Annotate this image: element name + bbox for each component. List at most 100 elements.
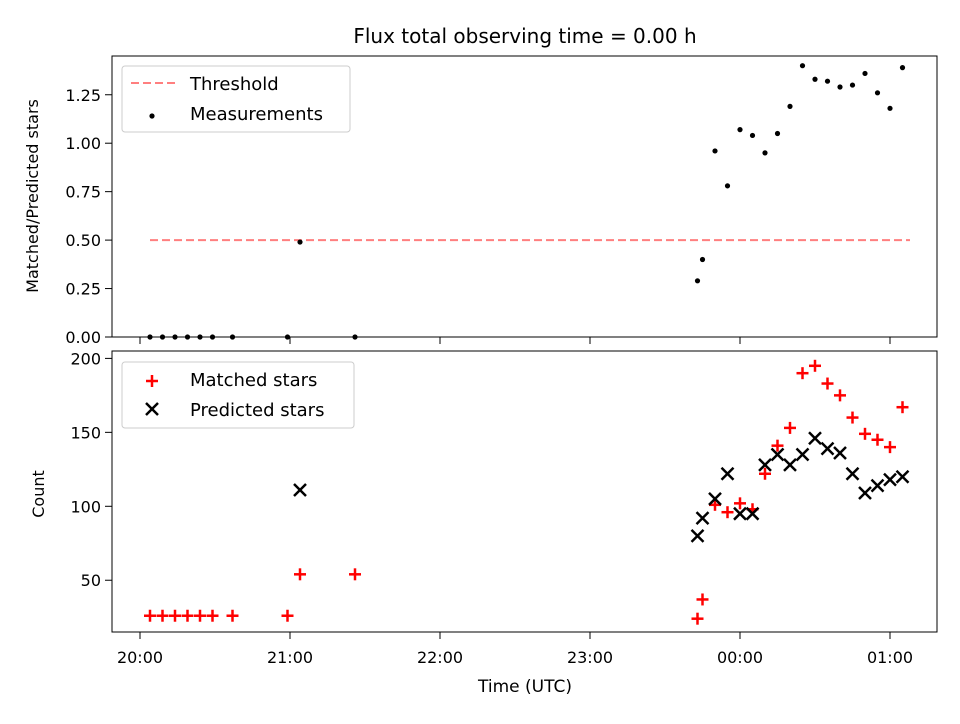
bottom-panel-y-ticks: 50 100 150 200 bbox=[70, 349, 112, 590]
legend-predicted-label: Predicted stars bbox=[190, 400, 324, 421]
measurement-point bbox=[849, 82, 856, 88]
matched-star-point bbox=[734, 497, 746, 510]
bottom-legend: Matched stars Predicted stars bbox=[121, 361, 355, 429]
matched-star-point bbox=[294, 568, 306, 581]
y-tick-label: 1.25 bbox=[65, 86, 101, 105]
y-tick-label: 0.50 bbox=[65, 231, 101, 250]
predicted-star-point bbox=[895, 469, 910, 484]
matched-star-point bbox=[846, 411, 859, 424]
predicted-star-point bbox=[820, 441, 835, 456]
y-tick-label: 200 bbox=[70, 349, 101, 368]
matched-star-point bbox=[821, 377, 834, 390]
predicted-star-point bbox=[883, 472, 897, 487]
x-tick-label: 00:00 bbox=[717, 648, 763, 667]
matched-star-point bbox=[796, 367, 809, 380]
measurement-point bbox=[724, 183, 731, 189]
top-legend-box bbox=[121, 65, 351, 133]
matched-star-point bbox=[206, 609, 219, 622]
y-tick-label: 0.75 bbox=[65, 183, 101, 202]
measurement-point bbox=[699, 256, 706, 263]
matched-star-point bbox=[834, 389, 846, 402]
x-tick-label: 21:00 bbox=[267, 648, 313, 667]
matched-star-point bbox=[859, 427, 871, 440]
chart-title: Flux total observing time = 0.00 h bbox=[353, 24, 696, 48]
predicted-star-point bbox=[293, 483, 307, 497]
matched-star-point bbox=[144, 609, 156, 622]
bottom-panel-points bbox=[144, 359, 910, 625]
matched-star-point bbox=[771, 439, 784, 452]
predicted-star-point bbox=[720, 466, 735, 481]
bottom-panel: Count 50 100 150 200 20:00 21:00 22:00 23:00 00… bbox=[29, 349, 938, 667]
measurement-point bbox=[812, 76, 818, 82]
matched-star-point bbox=[709, 498, 721, 511]
measurement-point bbox=[862, 70, 868, 77]
matched-star-point bbox=[156, 609, 169, 622]
predicted-star-point bbox=[795, 447, 810, 462]
bottom-panel-x-ticks: 20:00 21:00 22:00 23:00 00:00 01:00 bbox=[117, 632, 913, 667]
matched-star-point bbox=[871, 433, 884, 446]
matched-star-point bbox=[696, 593, 709, 606]
bottom-panel-ylabel: Count bbox=[29, 470, 48, 518]
measurement-points bbox=[147, 63, 906, 340]
legend-matched-swatch bbox=[146, 375, 158, 387]
y-tick-label: 1.00 bbox=[65, 134, 101, 153]
matched-star-point bbox=[784, 421, 796, 434]
measurement-point bbox=[694, 278, 701, 284]
measurement-point bbox=[824, 78, 831, 84]
legend-measurements-swatch bbox=[149, 113, 155, 119]
predicted-star-point bbox=[870, 478, 885, 493]
measurement-point bbox=[887, 105, 893, 111]
predicted-star-point bbox=[690, 528, 705, 543]
predicted-star-point bbox=[733, 506, 747, 521]
matched-star-point bbox=[809, 359, 821, 372]
predicted-star-point bbox=[770, 447, 785, 462]
y-tick-label: 100 bbox=[70, 497, 101, 516]
x-tick-label: 23:00 bbox=[567, 648, 613, 667]
measurement-point bbox=[799, 63, 806, 69]
bottom-panel-frame bbox=[111, 350, 938, 633]
measurement-point bbox=[874, 90, 881, 96]
predicted-star-point bbox=[708, 492, 722, 506]
measurement-point bbox=[749, 132, 756, 139]
predicted-star-point bbox=[808, 431, 822, 446]
legend-threshold-label: Threshold bbox=[189, 74, 279, 95]
predicted-star-point bbox=[833, 446, 847, 460]
predicted-star-point bbox=[695, 511, 710, 526]
top-panel-frame bbox=[111, 55, 938, 338]
top-panel-ylabel: Matched/Predicted stars bbox=[23, 99, 42, 293]
predicted-star-point bbox=[845, 466, 860, 481]
predicted-star-point bbox=[758, 457, 772, 472]
matched-star-point bbox=[169, 609, 181, 622]
matched-star-point bbox=[281, 609, 294, 622]
y-tick-label: 50 bbox=[81, 571, 101, 590]
matched-star-point bbox=[896, 401, 909, 414]
matched-star-point bbox=[226, 609, 239, 622]
y-tick-label: 150 bbox=[70, 423, 101, 442]
matched-star-point bbox=[721, 506, 734, 519]
top-panel: Matched/Predicted stars 0.00 0.25 0.50 0.75… bbox=[23, 55, 938, 347]
top-legend: Threshold Measurements bbox=[121, 65, 351, 133]
y-tick-label: 0.00 bbox=[65, 328, 101, 347]
top-panel-x-ticks bbox=[139, 337, 891, 344]
matched-star-point bbox=[349, 568, 361, 581]
matched-star-point bbox=[181, 609, 194, 622]
top-panel-y-ticks: 0.00 0.25 0.50 0.75 1.00 1.25 bbox=[65, 86, 112, 347]
measurement-point bbox=[787, 103, 793, 109]
x-tick-label: 22:00 bbox=[417, 648, 463, 667]
x-tick-label: 20:00 bbox=[117, 648, 163, 667]
legend-matched-label: Matched stars bbox=[190, 370, 317, 391]
measurement-point bbox=[837, 84, 843, 90]
matched-star-point bbox=[884, 441, 896, 454]
measurement-point bbox=[762, 150, 768, 156]
measurement-point bbox=[712, 148, 718, 154]
measurement-point bbox=[899, 65, 906, 71]
y-tick-label: 0.25 bbox=[65, 280, 101, 299]
predicted-star-point bbox=[745, 506, 760, 521]
measurement-point bbox=[737, 127, 743, 133]
matched-star-point bbox=[759, 467, 771, 480]
bottom-legend-box bbox=[121, 361, 355, 429]
legend-predicted-swatch bbox=[145, 402, 159, 416]
measurement-point bbox=[297, 239, 303, 245]
matched-star-point bbox=[691, 612, 704, 625]
